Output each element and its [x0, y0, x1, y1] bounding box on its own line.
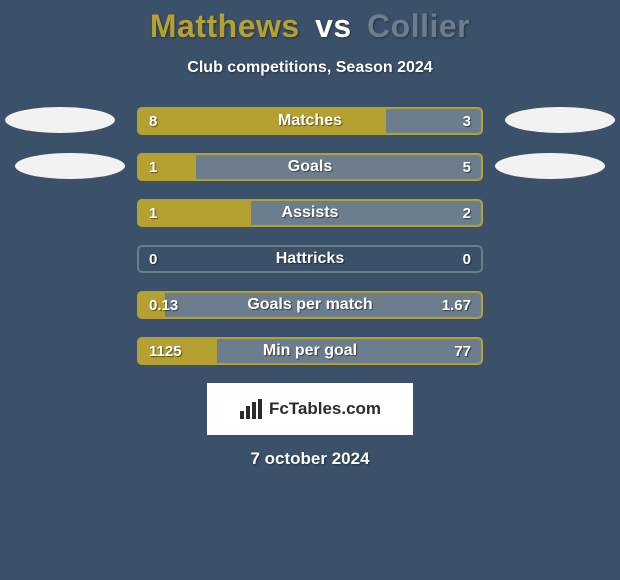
- bar-label: Assists: [137, 199, 483, 227]
- page-title: Matthews vs Collier: [0, 0, 620, 45]
- bar-chart-icon: [239, 399, 263, 419]
- comparison-infographic: Matthews vs Collier Club competitions, S…: [0, 0, 620, 580]
- stat-bar: Min per goal112577: [137, 337, 483, 365]
- bar-value-player1: 0: [137, 245, 169, 273]
- stat-bar: Goals1 5: [137, 153, 483, 181]
- stat-bar: Assists1 2: [137, 199, 483, 227]
- stat-bar: Hattricks0 0: [137, 245, 483, 273]
- bar-label: Matches: [137, 107, 483, 135]
- bar-value-player1: 0.13: [137, 291, 190, 319]
- bars-container: Matches83Goals15Assists12Hattricks00Goal…: [137, 107, 483, 365]
- bar-value-player2: 77: [442, 337, 483, 365]
- date-text: 7 october 2024: [0, 449, 620, 469]
- stat-bar: Matches8 3: [137, 107, 483, 135]
- bar-value-player2: 5: [451, 153, 483, 181]
- bar-value-player2: 3: [451, 107, 483, 135]
- bar-value-player1: 1125: [137, 337, 194, 365]
- bar-value-player1: 1: [137, 153, 169, 181]
- bar-value-player2: 0: [451, 245, 483, 273]
- bar-value-player1: 1: [137, 199, 169, 227]
- player1-name: Matthews: [150, 8, 300, 44]
- player1-club-flag-icon: [15, 153, 125, 179]
- comparison-chart: Matches83Goals15Assists12Hattricks00Goal…: [0, 107, 620, 365]
- subtitle: Club competitions, Season 2024: [0, 59, 620, 77]
- bar-value-player2: 1.67: [430, 291, 483, 319]
- player1-flag-icon: [5, 107, 115, 133]
- bar-value-player2: 2: [451, 199, 483, 227]
- bar-label: Goals: [137, 153, 483, 181]
- player2-flag-icon: [505, 107, 615, 133]
- stat-bar: Goals per match0.131.67: [137, 291, 483, 319]
- player2-name: Collier: [367, 8, 470, 44]
- bar-value-player1: 8: [137, 107, 169, 135]
- bar-label: Hattricks: [137, 245, 483, 273]
- logo-box: FcTables.com: [207, 383, 413, 435]
- player2-club-flag-icon: [495, 153, 605, 179]
- vs-text: vs: [315, 8, 352, 44]
- logo-text: FcTables.com: [269, 399, 381, 419]
